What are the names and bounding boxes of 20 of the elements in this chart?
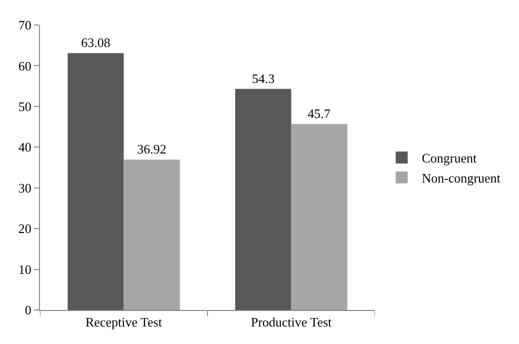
x-tick-label: Productive Test (250, 314, 332, 330)
data-label: 36.92 (137, 142, 166, 157)
y-tick-label: 20 (18, 221, 32, 236)
legend-label: Congruent (422, 150, 477, 166)
bar (235, 88, 292, 310)
x-tick-label: Receptive Test (86, 314, 162, 330)
y-tick-label: 60 (18, 58, 32, 74)
bar (68, 53, 124, 310)
data-label: 45.7 (308, 106, 331, 121)
y-tick-label: 50 (18, 98, 32, 114)
bar (291, 124, 348, 310)
legend-label: Non-congruent (422, 170, 501, 186)
y-tick-label: 40 (18, 140, 32, 155)
y-tick-label: 0 (24, 302, 32, 318)
data-label: 63.08 (81, 35, 110, 50)
data-label: 54.3 (252, 70, 275, 86)
y-tick-label: 10 (18, 262, 32, 277)
y-tick-label: 30 (18, 180, 32, 196)
y-tick-label: 70 (18, 18, 32, 33)
bar (124, 160, 180, 310)
